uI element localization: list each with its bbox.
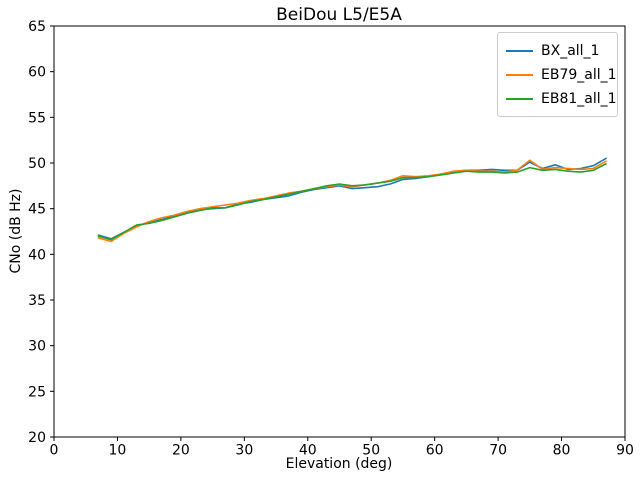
legend-label: EB81_all_1: [541, 90, 617, 107]
y-tick-label: 60: [28, 65, 46, 81]
chart-title: BeiDou L5/E5A: [276, 5, 402, 25]
y-tick-label: 30: [28, 339, 46, 355]
legend-item-eb79-all-1: EB79_all_1: [506, 64, 617, 85]
legend-item-bx-all-1: BX_all_1: [506, 40, 608, 61]
legend-line-sample-green: [506, 97, 533, 100]
y-tick-label: 35: [28, 293, 46, 309]
series-line-bx-all-1: [97, 157, 607, 240]
legend-label: EB79_all_1: [541, 66, 617, 83]
legend: BX_all_1 EB79_all_1 EB81_all_1: [497, 32, 618, 117]
y-tick-label: 45: [28, 202, 46, 218]
legend-label: BX_all_1: [541, 42, 600, 59]
y-tick-label: 40: [28, 247, 46, 263]
x-tick-label: 90: [616, 443, 634, 459]
x-tick-label: 60: [426, 443, 444, 459]
series-line-eb79-all-1: [97, 159, 607, 243]
y-tick-label: 25: [28, 384, 46, 400]
x-tick-label: 0: [50, 443, 59, 459]
y-tick-label: 55: [28, 110, 46, 126]
x-tick-label: 40: [299, 443, 317, 459]
axes-spines: [53, 25, 626, 438]
x-tick-label: 50: [362, 443, 380, 459]
y-tick-label: 20: [28, 430, 46, 446]
legend-line-sample-orange: [506, 73, 533, 76]
x-tick-label: 10: [109, 443, 127, 459]
x-tick-label: 30: [235, 443, 253, 459]
y-tick-label: 50: [28, 156, 46, 172]
y-tick-label: 65: [28, 19, 46, 35]
legend-line-sample-blue: [506, 49, 533, 52]
legend-item-eb81-all-1: EB81_all_1: [506, 88, 617, 109]
x-axis-label: Elevation (deg): [285, 456, 393, 472]
series-line-eb81-all-1: [97, 163, 607, 241]
x-tick-label: 70: [489, 443, 507, 459]
x-tick-label: 80: [553, 443, 571, 459]
x-tick-label: 20: [172, 443, 190, 459]
